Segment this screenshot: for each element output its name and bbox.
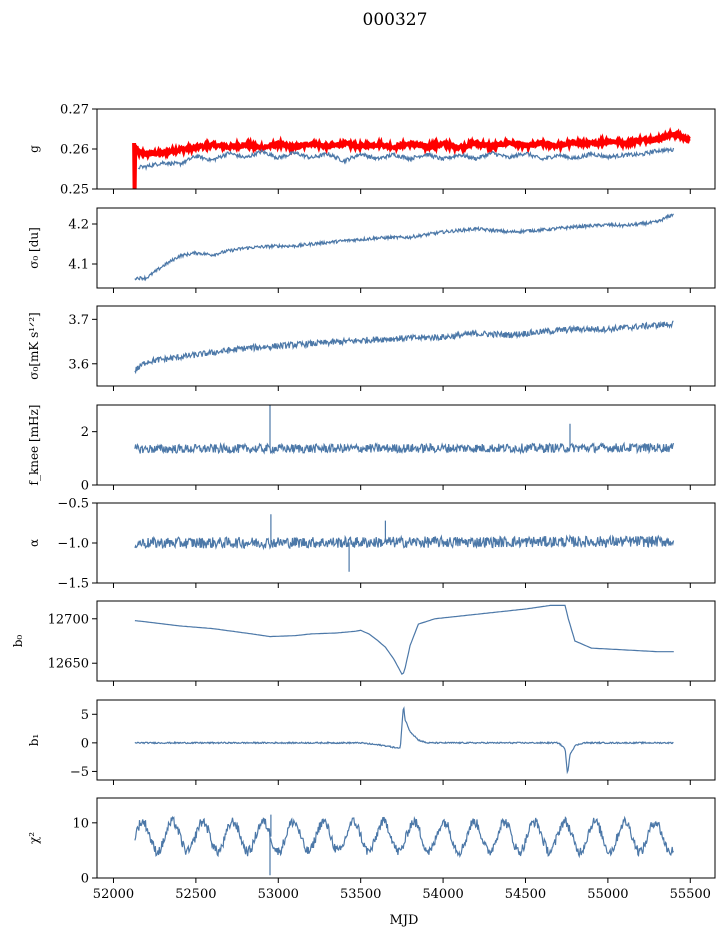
x-axis-label: MJD [390, 913, 419, 928]
y-tick-label: 4.1 [68, 258, 89, 273]
panel-b0: 12650 12700 b₀ [11, 600, 716, 686]
y-tick-label: 2 [81, 425, 89, 440]
y-tick-label: −1.0 [57, 537, 89, 552]
panel-b1: −5 0 5 b₁ [27, 699, 716, 785]
y-tick-label: 0.25 [60, 183, 89, 198]
axes-frame [96, 797, 716, 879]
y-axis-label: σ₀ [du] [27, 227, 41, 269]
series-chi2-observed [134, 814, 674, 876]
axes-frame [96, 207, 716, 289]
series-sigma0-mks-observed [134, 320, 674, 375]
y-axis-label: σ₀[mK s¹ᐟ²] [27, 312, 41, 379]
y-tick-label: −1.5 [57, 577, 89, 592]
series-b1-observed [134, 706, 674, 775]
y-tick-label: 5 [81, 708, 89, 723]
x-tick-label: 55000 [587, 887, 628, 902]
x-tick-label: 55500 [670, 887, 711, 902]
series-g-model [132, 126, 691, 189]
panel-chi2: 0 10 χ² 52000 52500 53000 53500 54000 54500 55000… [27, 797, 716, 902]
panel-sigma0-du: 4.1 4.2 σ₀ [du] [27, 207, 716, 293]
x-tick-label: 52500 [175, 887, 216, 902]
y-tick-label: 0.26 [60, 143, 89, 158]
y-tick-label: 10 [72, 816, 89, 831]
panels: 0.25 0.26 0.27 g 4.1 4.2 σ₀ [du] 3.6 3.7 σ₀[mK s¹… [11, 103, 716, 902]
panel-g: 0.25 0.26 0.27 g [27, 103, 716, 198]
y-tick-label: 0 [81, 479, 89, 494]
x-tick-label: 54000 [422, 887, 463, 902]
y-axis-label: b₀ [11, 635, 25, 648]
axes-frame [96, 305, 716, 387]
y-tick-label: 3.6 [68, 357, 89, 372]
x-tick-label: 53000 [258, 887, 299, 902]
figure-title: 000327 [363, 10, 428, 30]
series-fknee-observed [134, 405, 675, 455]
y-tick-label: 3.7 [68, 313, 89, 328]
y-tick-label: 0.27 [60, 103, 89, 118]
axes-frame [96, 404, 716, 486]
y-tick-label: −5 [70, 765, 89, 780]
axes-frame [96, 699, 716, 781]
axes-frame [96, 600, 716, 682]
y-axis-label: f_knee [mHz] [27, 405, 41, 486]
panel-fknee: 0 2 f_knee [mHz] [27, 404, 716, 494]
series-sigma0-du-observed [134, 213, 674, 282]
panel-sigma0-mks: 3.6 3.7 σ₀[mK s¹ᐟ²] [27, 305, 716, 391]
y-tick-label: −0.5 [57, 497, 89, 512]
y-tick-label: 0 [81, 872, 89, 887]
x-tick-label: 54500 [505, 887, 546, 902]
y-tick-label: 0 [81, 736, 89, 751]
x-tick-label: 53500 [340, 887, 381, 902]
y-tick-label: 12650 [48, 657, 89, 672]
series-g-observed [137, 146, 675, 171]
y-tick-label: 4.2 [68, 218, 89, 233]
series-alpha-observed [134, 514, 675, 572]
y-tick-label: 12700 [48, 612, 89, 627]
y-axis-label: b₁ [27, 734, 41, 747]
y-axis-label: g [27, 145, 41, 153]
y-axis-label: α [27, 539, 41, 547]
y-axis-label: χ² [27, 832, 41, 844]
panel-alpha: −1.5 −1.0 −0.5 α [27, 497, 716, 592]
x-tick-label: 52000 [93, 887, 134, 902]
series-b0-observed [134, 604, 674, 675]
